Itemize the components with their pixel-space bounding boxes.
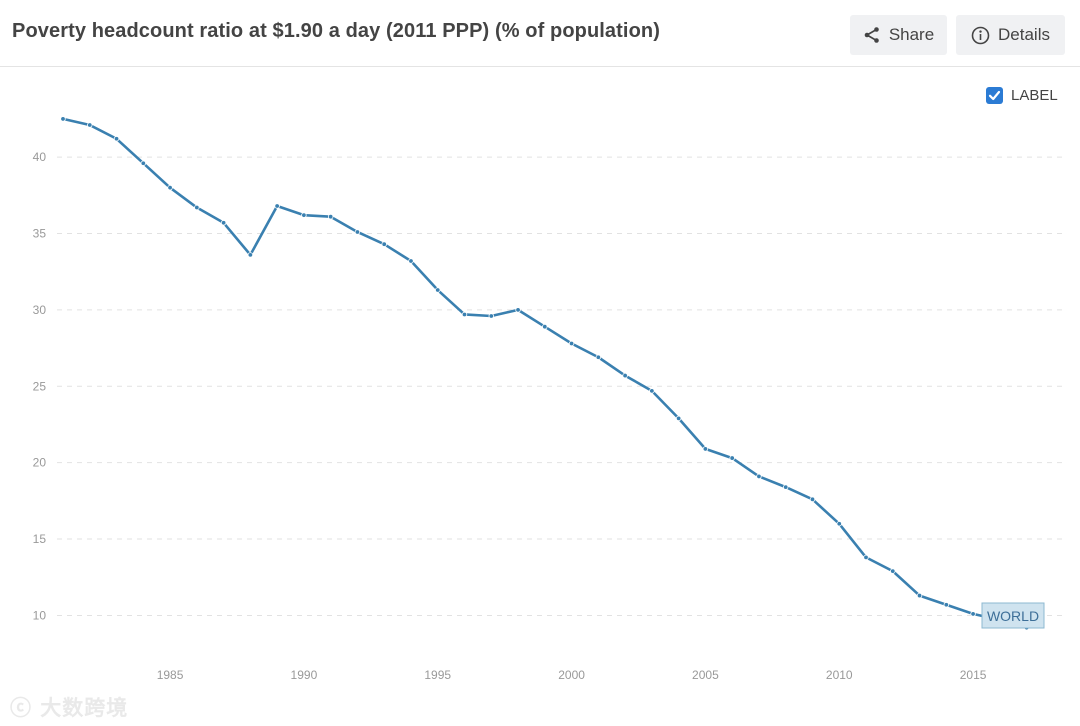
data-point-1984: [140, 160, 147, 166]
label-checkbox[interactable]: [986, 87, 1003, 104]
grid-lines: [57, 156, 1065, 616]
share-label: Share: [888, 25, 935, 44]
x-axis-ticks: 1985 1990 1995 2000 2005 2010 2015: [157, 668, 987, 682]
label-toggle[interactable]: LABEL: [986, 87, 1058, 104]
data-point-2008: [783, 484, 789, 490]
data-point-2007: [756, 473, 762, 480]
data-point-1990: [301, 212, 307, 218]
chart-header: Poverty headcount ratio at $1.90 a day (…: [0, 0, 1080, 67]
series-label-world: WORLD: [981, 602, 1045, 629]
data-point-1992: [354, 229, 361, 235]
data-point-1996: [461, 311, 468, 318]
data-point-2002: [622, 372, 628, 379]
data-point-2005: [702, 446, 709, 452]
details-button[interactable]: Details: [956, 15, 1065, 55]
data-point-1993: [381, 241, 387, 247]
y-tick-label-15: 15: [33, 532, 47, 546]
x-tick-label-1985: 1985: [157, 668, 184, 682]
data-point-1982: [87, 122, 93, 128]
checkmark-icon: [988, 90, 1001, 101]
info-icon: [971, 26, 990, 45]
watermark: ⓒ 大数跨境: [10, 696, 129, 720]
data-point-2009: [809, 496, 816, 503]
data-point-2001: [595, 354, 602, 360]
data-point-2004: [675, 415, 682, 422]
data-point-1998: [515, 307, 521, 313]
series-label-layer: WORLD: [981, 602, 1045, 629]
data-point-2013: [916, 592, 923, 599]
y-tick-label-25: 25: [33, 379, 47, 393]
data-point-1981: [60, 116, 66, 122]
data-point-2010: [836, 521, 842, 527]
y-tick-label-30: 30: [33, 303, 47, 317]
data-point-2003: [649, 388, 655, 394]
data-point-1988: [247, 252, 254, 258]
data-point-1989: [274, 203, 280, 209]
data-point-1999: [542, 323, 548, 330]
y-tick-label-20: 20: [33, 456, 47, 470]
x-tick-label-2015: 2015: [960, 668, 987, 682]
data-point-2012: [890, 568, 896, 574]
data-point-1985: [167, 184, 173, 191]
share-icon: [863, 26, 881, 44]
data-point-2006: [729, 455, 735, 461]
series-label-text: WORLD: [987, 608, 1039, 624]
series-line-world: [61, 117, 1028, 629]
y-axis-ticks: 10 15 20 25 30 35 40: [33, 150, 47, 622]
data-point-2014: [943, 602, 950, 608]
x-tick-label-1995: 1995: [424, 668, 451, 682]
y-tick-label-10: 10: [33, 608, 47, 622]
data-point-1994: [408, 258, 414, 264]
data-point-2000: [568, 340, 575, 347]
x-tick-label-1990: 1990: [291, 668, 318, 682]
details-label: Details: [998, 25, 1050, 44]
data-point-1986: [194, 204, 200, 211]
data-point-1983: [113, 136, 120, 142]
data-point-2011: [863, 554, 869, 561]
x-tick-label-2000: 2000: [558, 668, 585, 682]
y-tick-label-35: 35: [33, 227, 47, 241]
line-chart: 10 15 20 25 30 35 40 1985 1990 1995 2000 2005 2010 2…: [33, 116, 1065, 682]
label-toggle-text: LABEL: [1011, 87, 1058, 104]
data-point-2015: [970, 611, 976, 617]
page-title: Poverty headcount ratio at $1.90 a day (…: [12, 20, 660, 42]
share-button[interactable]: Share: [850, 15, 947, 55]
series-world: [60, 116, 1030, 631]
data-point-1987: [220, 220, 227, 226]
x-tick-label-2010: 2010: [826, 668, 853, 682]
data-point-1995: [435, 287, 441, 293]
data-point-1991: [327, 213, 334, 220]
data-point-1997: [488, 313, 494, 319]
series-label-box: [981, 602, 1045, 629]
x-tick-label-2005: 2005: [692, 668, 719, 682]
y-tick-label-40: 40: [33, 150, 47, 164]
